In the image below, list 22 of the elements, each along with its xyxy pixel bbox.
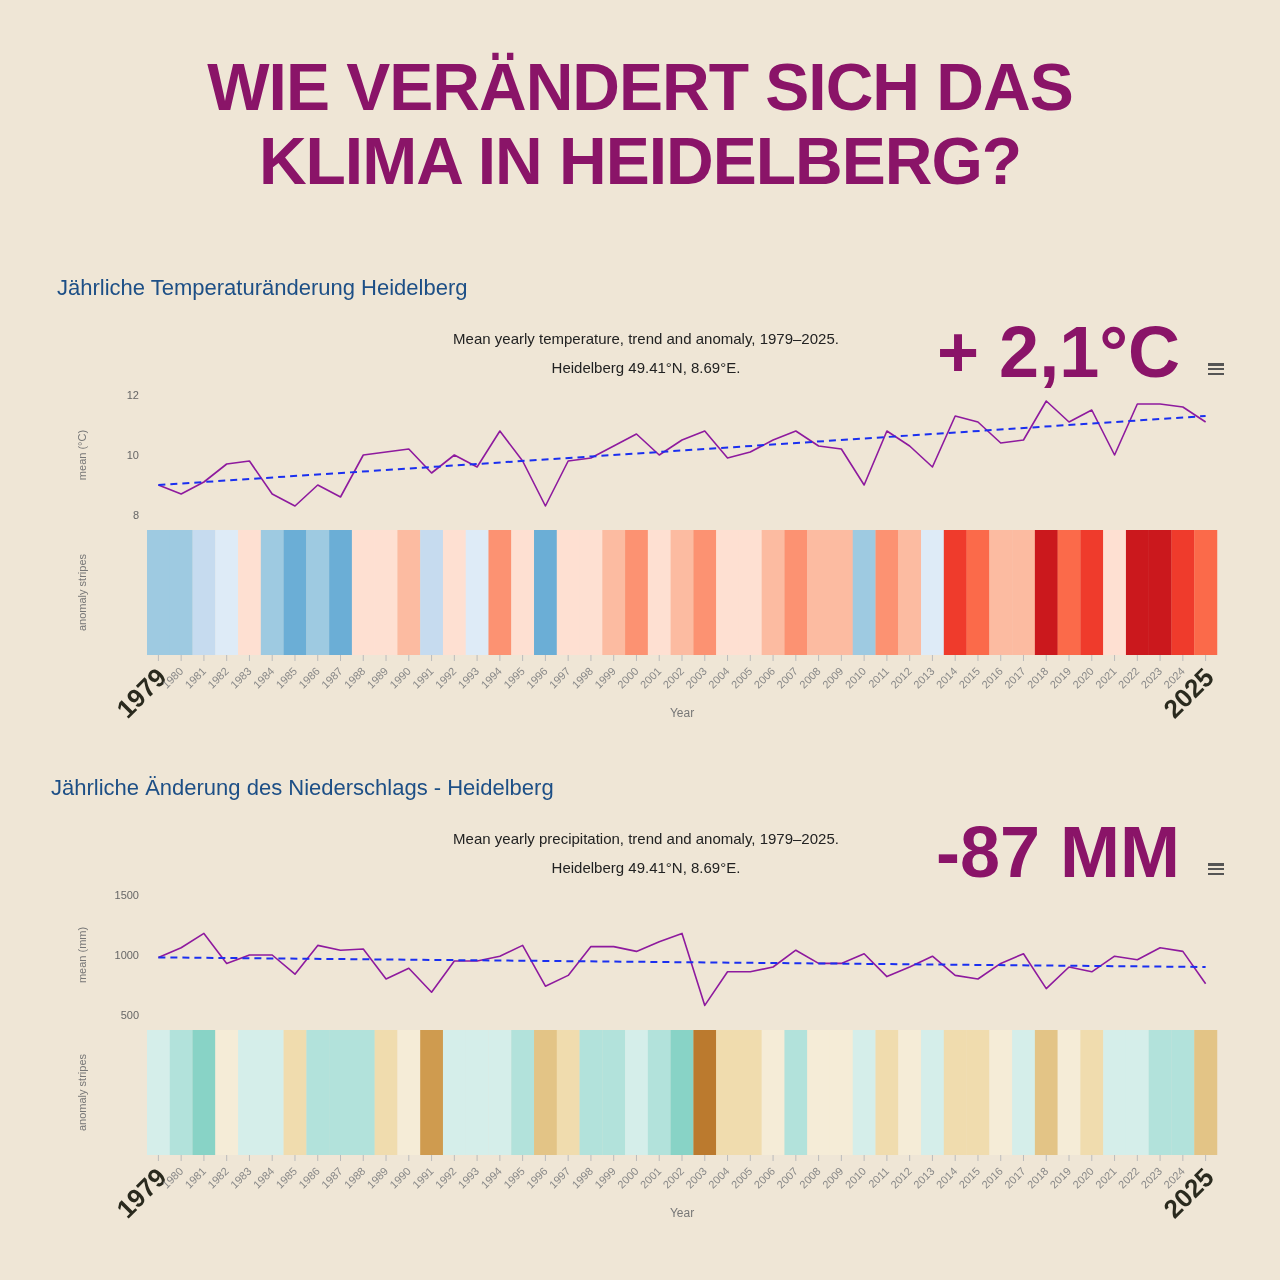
y-axis-title: mean (mm) <box>75 926 88 984</box>
text: Mean yearly precipitation, trend and anomaly, 1979–2025. <box>452 830 840 847</box>
text: Heidelberg 49.41°N, 8.69°E. <box>550 859 742 876</box>
x-axis-title: Year <box>669 706 695 720</box>
y-axis-title: mean (°C) <box>75 429 88 481</box>
chart-title: Jährliche Änderung des Niederschlags - Heidelberg <box>51 775 554 801</box>
y-tick-label: 10 <box>126 448 139 461</box>
y-axis-title: anomaly stripes <box>75 553 88 632</box>
chart-subtitle: Jährliche Temperaturänderung Heidelberg <box>57 275 468 301</box>
y-tick-label: 12 <box>126 388 139 401</box>
y-axis-title: anomaly stripes <box>75 1053 88 1132</box>
text: -87 MM <box>935 812 1180 892</box>
y-tick-label: 8 <box>132 508 139 521</box>
y-tick-label: 1000 <box>114 948 139 961</box>
text: + 2,1°C <box>937 312 1180 392</box>
text: Heidelberg 49.41°N, 8.69°E. <box>550 359 742 376</box>
y-tick-label: 1500 <box>114 888 139 901</box>
text: Mean yearly temperature, trend and anomaly, 1979–2025. <box>452 330 840 347</box>
line-series <box>157 400 1207 507</box>
chart-title: WIE VERÄNDERT SICH DAS KLIMA IN HEIDELBERG? <box>206 50 1074 198</box>
x-axis-title: Year <box>669 1206 695 1220</box>
y-tick-label: 500 <box>120 1008 139 1021</box>
